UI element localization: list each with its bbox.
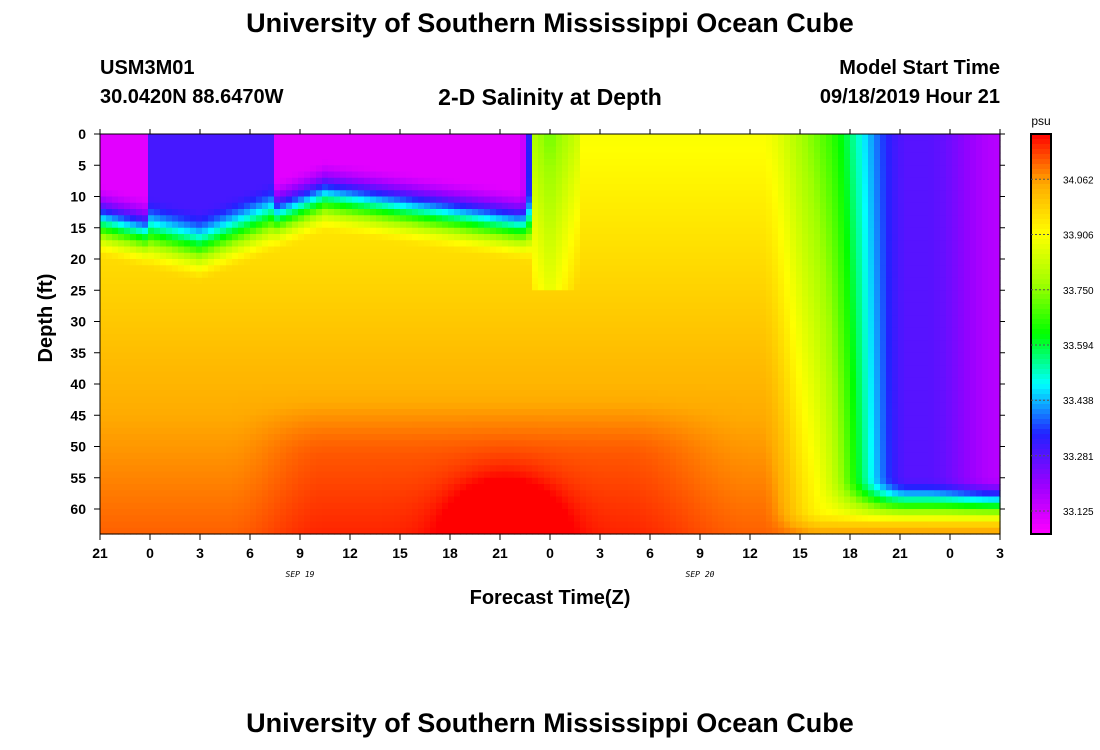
- x-tick-label: 3: [996, 545, 1004, 561]
- plot-title: 2-D Salinity at Depth: [438, 84, 662, 110]
- y-tick-label: 25: [70, 282, 86, 298]
- colorbar-unit: psu: [1031, 114, 1050, 128]
- y-tick-label: 5: [78, 157, 86, 173]
- station-id: USM3M01: [100, 57, 195, 79]
- model-start-time: 09/18/2019 Hour 21: [819, 86, 1000, 108]
- x-date-label: SEP 20: [686, 570, 715, 579]
- x-tick-label: 21: [92, 545, 108, 561]
- y-tick-label: 15: [70, 220, 86, 236]
- colorbar-label: 33.906: [1063, 231, 1094, 242]
- y-tick-label: 30: [70, 314, 86, 330]
- x-tick-label: 0: [546, 545, 554, 561]
- x-tick-label: 21: [492, 545, 508, 561]
- colorbar-label: 34.062: [1063, 175, 1094, 186]
- x-tick-label: 0: [946, 545, 954, 561]
- y-tick-label: 50: [70, 439, 86, 455]
- model-start-label: Model Start Time: [839, 57, 1000, 79]
- colorbar-label: 33.438: [1063, 396, 1094, 407]
- y-tick-label: 20: [70, 251, 86, 267]
- y-tick-label: 10: [70, 189, 86, 205]
- colorbar: 34.062 33.906 33.750 33.594 33.438 33.281 33.1…: [1030, 133, 1094, 535]
- x-tick-label: 6: [246, 545, 254, 561]
- x-tick-label: 0: [146, 545, 154, 561]
- x-tick-label: 21: [892, 545, 908, 561]
- y-tick-label: 55: [70, 470, 86, 486]
- top-title: University of Southern Mississippi Ocean…: [246, 8, 854, 38]
- x-tick-label: 9: [696, 545, 704, 561]
- x-tick-label: 6: [646, 545, 654, 561]
- colorbar-label: 33.125: [1063, 507, 1094, 518]
- station-coords: 30.0420N 88.6470W: [100, 86, 284, 108]
- x-tick-label: 12: [742, 545, 758, 561]
- y-tick-label: 60: [70, 501, 86, 517]
- x-tick-label: 18: [842, 545, 858, 561]
- colorbar-label: 33.750: [1063, 286, 1094, 297]
- y-tick-label: 40: [70, 376, 86, 392]
- x-tick-label: 9: [296, 545, 304, 561]
- x-tick-label: 15: [392, 545, 408, 561]
- colorbar-label: 33.594: [1063, 341, 1094, 352]
- x-tick-label: 15: [792, 545, 808, 561]
- x-tick-label: 18: [442, 545, 458, 561]
- chart-axes: 21 0 3 6 9 12 15 18 21 0 3 6 9 12 15 18 21 0 3 SEP 19 SEP 20…: [70, 126, 1005, 579]
- bottom-title: University of Southern Mississippi Ocean…: [246, 708, 854, 738]
- y-tick-label: 45: [70, 407, 86, 423]
- x-tick-label: 12: [342, 545, 358, 561]
- x-tick-label: 3: [596, 545, 604, 561]
- x-axis-label: Forecast Time(Z): [470, 587, 631, 609]
- y-axis-label: Depth (ft): [35, 274, 57, 363]
- x-date-label: SEP 19: [286, 570, 315, 579]
- y-tick-label: 0: [78, 126, 86, 142]
- x-tick-label: 3: [196, 545, 204, 561]
- colorbar-label: 33.281: [1063, 452, 1094, 463]
- y-tick-label: 35: [70, 345, 86, 361]
- heatmap-field: [100, 134, 1001, 535]
